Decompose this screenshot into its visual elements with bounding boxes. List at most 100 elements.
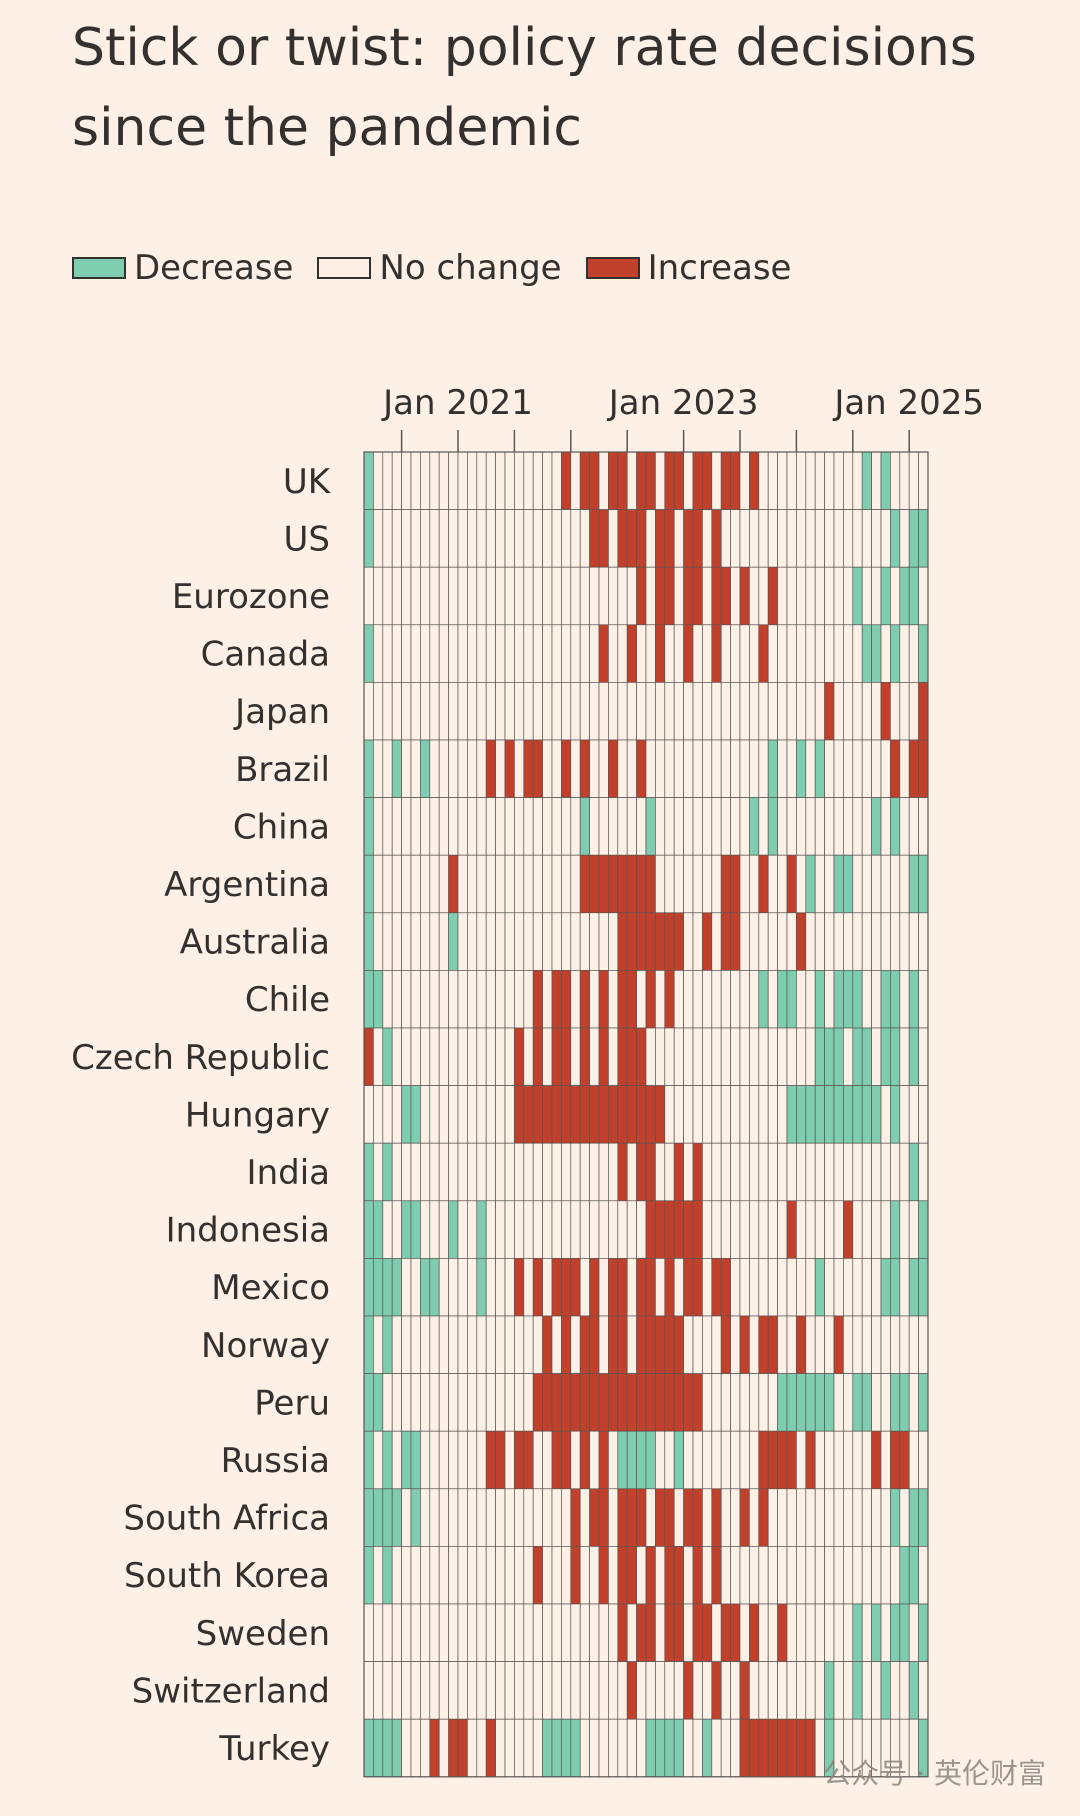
heatmap-cell — [683, 797, 694, 856]
heatmap-cell — [636, 797, 647, 856]
heatmap-cell — [730, 1603, 741, 1662]
heatmap-cell — [758, 797, 769, 856]
heatmap-cell — [814, 1373, 825, 1432]
heatmap-cell — [918, 1488, 929, 1547]
heatmap-cell — [514, 1315, 525, 1374]
heatmap-cell — [429, 1200, 440, 1259]
heatmap-cell — [429, 1373, 440, 1432]
heatmap-cell — [843, 1027, 854, 1086]
heatmap-cell — [429, 1430, 440, 1490]
heatmap-cell — [373, 509, 384, 568]
heatmap-cell — [570, 566, 581, 626]
heatmap-cell — [805, 1027, 816, 1086]
heatmap-cell — [664, 624, 675, 683]
heatmap-cell — [814, 1142, 825, 1202]
heatmap-cell — [673, 739, 684, 798]
heatmap-cell — [363, 1718, 374, 1778]
heatmap-cell — [692, 854, 703, 914]
heatmap-cell — [890, 509, 901, 568]
heatmap-cell — [711, 566, 722, 626]
heatmap-cell — [504, 854, 515, 914]
heatmap-cell — [561, 566, 572, 626]
heatmap-cell — [645, 912, 656, 971]
heatmap-cell — [373, 1718, 384, 1778]
heatmap-cell — [692, 1546, 703, 1605]
heatmap-cell — [899, 1488, 910, 1547]
heatmap-cell — [589, 1488, 600, 1547]
heatmap-cell — [401, 797, 412, 856]
heatmap-cell — [514, 854, 525, 914]
heatmap-cell — [702, 1258, 713, 1317]
heatmap-cell — [739, 1258, 750, 1317]
heatmap-cell — [448, 682, 459, 741]
heatmap-cell — [880, 912, 891, 971]
heatmap-cell — [880, 797, 891, 856]
heatmap-cell — [824, 1430, 835, 1490]
heatmap-cell — [485, 1315, 496, 1374]
heatmap-cell — [514, 797, 525, 856]
heatmap-cell — [843, 1430, 854, 1490]
heatmap-cell — [598, 1200, 609, 1259]
heatmap-cell — [391, 1718, 402, 1778]
heatmap-cell — [833, 1373, 844, 1432]
heatmap-cell — [861, 451, 872, 510]
heatmap-cell — [429, 1027, 440, 1086]
heatmap-cell — [739, 1027, 750, 1086]
heatmap-cell — [786, 1488, 797, 1547]
heatmap-cell — [673, 1430, 684, 1490]
heatmap-cell — [514, 1546, 525, 1605]
heatmap-cell — [391, 1488, 402, 1547]
heatmap-cell — [852, 797, 863, 856]
heatmap-cell — [420, 566, 431, 626]
heatmap-cell — [570, 1027, 581, 1086]
heatmap-cell — [570, 854, 581, 914]
heatmap-cell — [720, 566, 731, 626]
heatmap-cell — [448, 1718, 459, 1778]
heatmap-cell — [495, 912, 506, 971]
heatmap-cell — [739, 682, 750, 741]
heatmap-cell — [579, 1430, 590, 1490]
heatmap-cell — [438, 566, 449, 626]
heatmap-cell — [438, 854, 449, 914]
row-label: Turkey — [218, 1729, 330, 1769]
heatmap-cell — [852, 1546, 863, 1605]
heatmap-cell — [899, 854, 910, 914]
heatmap-cell — [890, 1315, 901, 1374]
heatmap-cell — [579, 797, 590, 856]
heatmap-cell — [918, 1315, 929, 1374]
heatmap-cell — [814, 912, 825, 971]
heatmap-cell — [514, 1373, 525, 1432]
heatmap-cell — [730, 509, 741, 568]
heatmap-cell — [429, 1258, 440, 1317]
heatmap-cell — [871, 509, 882, 568]
row-label: South Korea — [124, 1556, 330, 1596]
heatmap-cell — [420, 1546, 431, 1605]
heatmap-cell — [833, 451, 844, 510]
heatmap-cell — [702, 451, 713, 510]
heatmap-cell — [504, 566, 515, 626]
heatmap-cell — [626, 970, 637, 1029]
heatmap-cell — [542, 1315, 553, 1374]
heatmap-cell — [514, 1085, 525, 1144]
heatmap-cell — [495, 739, 506, 798]
heatmap-cell — [476, 624, 487, 683]
heatmap-cell — [504, 1200, 515, 1259]
heatmap-cell — [739, 566, 750, 626]
heatmap-cell — [683, 451, 694, 510]
heatmap-cell — [476, 1142, 487, 1202]
heatmap-cell — [692, 1200, 703, 1259]
heatmap-cell — [485, 1027, 496, 1086]
heatmap-cell — [382, 451, 393, 510]
heatmap-cell — [871, 854, 882, 914]
heatmap-cell — [561, 970, 572, 1029]
heatmap-cell — [890, 854, 901, 914]
row-label: Australia — [180, 923, 330, 963]
heatmap-cell — [589, 970, 600, 1029]
heatmap-cell — [824, 1546, 835, 1605]
heatmap-cell — [523, 970, 534, 1029]
heatmap-cell — [786, 797, 797, 856]
heatmap-cell — [391, 1027, 402, 1086]
heatmap-cell — [363, 1373, 374, 1432]
heatmap-cell — [589, 854, 600, 914]
heatmap-cell — [589, 566, 600, 626]
